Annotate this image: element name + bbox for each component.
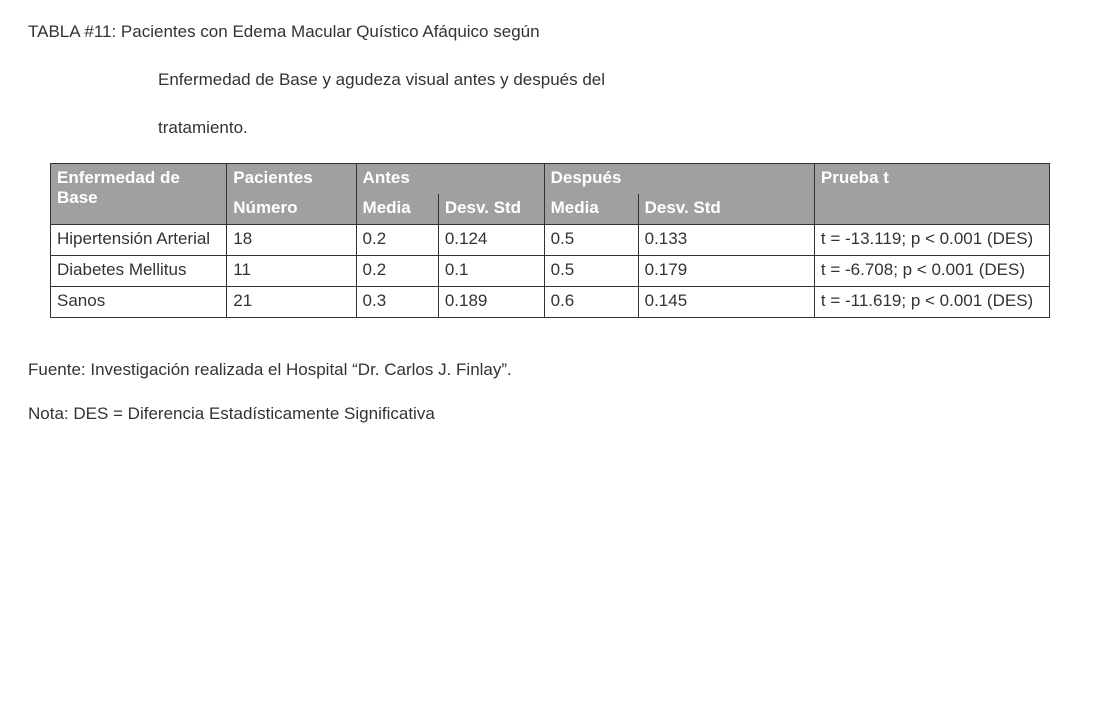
cell-despues-media: 0.5 <box>544 256 638 287</box>
cell-enfermedad: Diabetes Mellitus <box>51 256 227 287</box>
cell-prueba: t = -13.119; p < 0.001 (DES) <box>814 225 1049 256</box>
col-numero: Número <box>227 194 356 225</box>
col-despues: Después <box>544 164 814 195</box>
cell-numero: 18 <box>227 225 356 256</box>
data-table: Enfermedad de Base Pacientes Antes Despu… <box>50 163 1050 318</box>
title-line-1: TABLA #11: Pacientes con Edema Macular Q… <box>28 20 1085 44</box>
col-despues-media: Media <box>544 194 638 225</box>
title-line-2: Enfermedad de Base y agudeza visual ante… <box>28 68 1085 92</box>
nota-line: Nota: DES = Diferencia Estadísticamente … <box>28 402 1085 426</box>
header-row-1: Enfermedad de Base Pacientes Antes Despu… <box>51 164 1050 195</box>
col-antes-media: Media <box>356 194 438 225</box>
col-pacientes: Pacientes <box>227 164 356 195</box>
cell-despues-media: 0.6 <box>544 287 638 318</box>
cell-antes-desv: 0.1 <box>438 256 544 287</box>
col-despues-desv: Desv. Std <box>638 194 814 225</box>
title-line-3: tratamiento. <box>28 116 1085 140</box>
col-antes-desv: Desv. Std <box>438 194 544 225</box>
col-prueba: Prueba t <box>814 164 1049 225</box>
cell-despues-desv: 0.145 <box>638 287 814 318</box>
col-antes: Antes <box>356 164 544 195</box>
table-body: Hipertensión Arterial 18 0.2 0.124 0.5 0… <box>51 225 1050 318</box>
cell-antes-media: 0.3 <box>356 287 438 318</box>
table-title: TABLA #11: Pacientes con Edema Macular Q… <box>28 20 1085 139</box>
cell-despues-desv: 0.133 <box>638 225 814 256</box>
cell-antes-desv: 0.124 <box>438 225 544 256</box>
cell-numero: 11 <box>227 256 356 287</box>
cell-prueba: t = -6.708; p < 0.001 (DES) <box>814 256 1049 287</box>
table-row: Diabetes Mellitus 11 0.2 0.1 0.5 0.179 t… <box>51 256 1050 287</box>
col-enfermedad: Enfermedad de Base <box>51 164 227 225</box>
cell-enfermedad: Sanos <box>51 287 227 318</box>
cell-antes-media: 0.2 <box>356 225 438 256</box>
cell-despues-media: 0.5 <box>544 225 638 256</box>
table-row: Hipertensión Arterial 18 0.2 0.124 0.5 0… <box>51 225 1050 256</box>
cell-numero: 21 <box>227 287 356 318</box>
table-row: Sanos 21 0.3 0.189 0.6 0.145 t = -11.619… <box>51 287 1050 318</box>
cell-enfermedad: Hipertensión Arterial <box>51 225 227 256</box>
cell-prueba: t = -11.619; p < 0.001 (DES) <box>814 287 1049 318</box>
fuente-line: Fuente: Investigación realizada el Hospi… <box>28 358 1085 382</box>
cell-antes-desv: 0.189 <box>438 287 544 318</box>
cell-despues-desv: 0.179 <box>638 256 814 287</box>
cell-antes-media: 0.2 <box>356 256 438 287</box>
table-footer: Fuente: Investigación realizada el Hospi… <box>28 358 1085 426</box>
